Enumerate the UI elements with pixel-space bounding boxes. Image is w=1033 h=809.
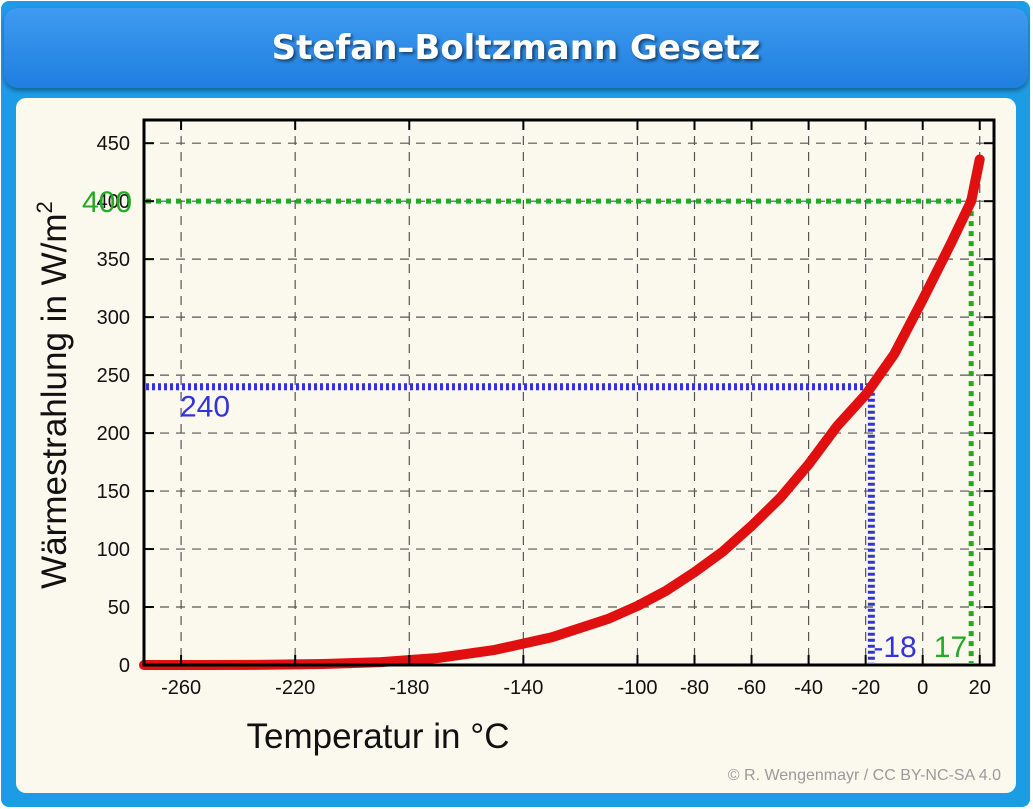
annotation-label-17: 17	[934, 631, 967, 664]
copyright-credit: © R. Wengenmayr / CC BY-NC-SA 4.0	[727, 767, 1001, 784]
y-axis-label-exponent: 2	[32, 201, 57, 213]
x-tick-label: -100	[617, 677, 657, 699]
y-tick-label: 200	[97, 423, 130, 445]
annotation-labels: 240 -18 400 17	[82, 186, 967, 664]
y-tick-label: 450	[97, 133, 130, 155]
x-tick-label: -140	[503, 677, 543, 699]
x-tick-label: -40	[794, 677, 823, 699]
x-tick-label: -80	[680, 677, 709, 699]
title-bar: Stefan–Boltzmann Gesetz	[4, 8, 1028, 88]
x-axis-label: Temperatur in °C	[247, 717, 510, 756]
x-tick-label: 0	[917, 677, 928, 699]
y-tick-label: 250	[97, 365, 130, 387]
y-tick-label: 150	[97, 481, 130, 503]
y-tick-label: 50	[108, 597, 130, 619]
plot-area	[144, 120, 994, 665]
y-tick-label: 400	[97, 191, 130, 213]
y-tick-label: 100	[97, 539, 130, 561]
x-tick-label: -20	[851, 677, 880, 699]
plot-frame	[142, 118, 996, 667]
y-tick-label: 0	[119, 655, 130, 677]
axis-ticks	[144, 120, 994, 666]
x-tick-label: -180	[389, 677, 429, 699]
annotation-label-400: 400	[82, 186, 132, 219]
x-tick-label: -60	[737, 677, 766, 699]
x-tick-label: -220	[275, 677, 315, 699]
x-tick-label: 20	[969, 677, 991, 699]
annotation-label-240: 240	[180, 391, 230, 424]
svg-text:Wärmestrahlung in W/m2: Wärmestrahlung in W/m2	[32, 201, 74, 589]
radiation-curve	[139, 154, 985, 670]
grid	[144, 120, 994, 665]
annotation-label-minus18: -18	[873, 631, 916, 664]
y-tick-label: 350	[97, 249, 130, 271]
y-tick-label: 300	[97, 307, 130, 329]
y-axis-label: Wärmestrahlung in W/m2	[32, 201, 74, 589]
x-tick-label: -260	[161, 677, 201, 699]
marker-lines	[146, 198, 974, 663]
y-axis-label-text: Wärmestrahlung in W/m	[35, 213, 74, 588]
page-title: Stefan–Boltzmann Gesetz	[271, 28, 761, 68]
